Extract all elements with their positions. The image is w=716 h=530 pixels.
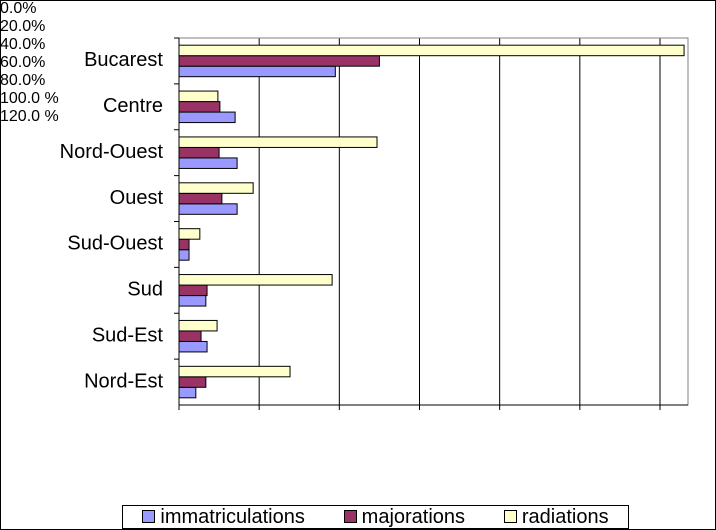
x-tick-label: 40.0%	[0, 36, 46, 53]
bar	[178, 44, 685, 57]
legend-label: immatriculations	[160, 505, 305, 528]
bar	[178, 376, 207, 388]
bar	[178, 330, 202, 342]
bar	[178, 284, 208, 297]
legend: immatriculations majorations radiations	[122, 505, 629, 529]
bar	[178, 192, 223, 205]
bar	[178, 157, 238, 169]
bar	[178, 101, 221, 113]
bar	[178, 319, 218, 332]
bar	[178, 182, 254, 194]
bar	[178, 274, 333, 286]
x-tick-label: 20.0%	[0, 18, 46, 35]
bar	[178, 238, 190, 251]
legend-swatch	[142, 509, 156, 523]
y-tick-label: Bucarest	[84, 49, 163, 71]
bar	[178, 386, 197, 399]
y-tick-label: Centre	[103, 95, 163, 117]
bar	[178, 228, 201, 240]
legend-swatch	[503, 509, 517, 523]
legend-item: majorations	[343, 505, 466, 529]
legend-label: majorations	[361, 505, 466, 528]
bar	[178, 111, 236, 124]
bar	[178, 203, 238, 215]
bar	[178, 136, 378, 148]
y-tick-label: Sud-Est	[92, 324, 164, 346]
y-tick-label: Nord-Ouest	[60, 141, 164, 163]
bar	[178, 90, 219, 103]
x-tick-label: 120.0 %	[0, 108, 59, 125]
x-tick-label: 100.0 %	[0, 90, 59, 107]
bar	[178, 146, 220, 159]
legend-swatch	[343, 509, 357, 523]
bar	[178, 365, 291, 378]
x-tick-label: 0.0%	[0, 0, 37, 17]
bar	[178, 65, 336, 78]
y-tick-label: Ouest	[110, 187, 164, 209]
bar	[178, 55, 380, 67]
legend-label: radiations	[521, 505, 609, 528]
x-tick-label: 60.0%	[0, 54, 46, 71]
x-tick-label: 80.0%	[0, 72, 46, 89]
y-tick-label: Sud	[127, 279, 163, 301]
legend-item: radiations	[503, 505, 609, 529]
y-tick-label: Nord-Est	[84, 370, 163, 392]
bar	[178, 295, 207, 307]
bar	[178, 340, 208, 353]
y-tick-label: Sud-Ouest	[67, 233, 163, 255]
plot-area	[178, 37, 689, 406]
legend-item: immatriculations	[142, 505, 305, 529]
bar	[178, 249, 190, 261]
